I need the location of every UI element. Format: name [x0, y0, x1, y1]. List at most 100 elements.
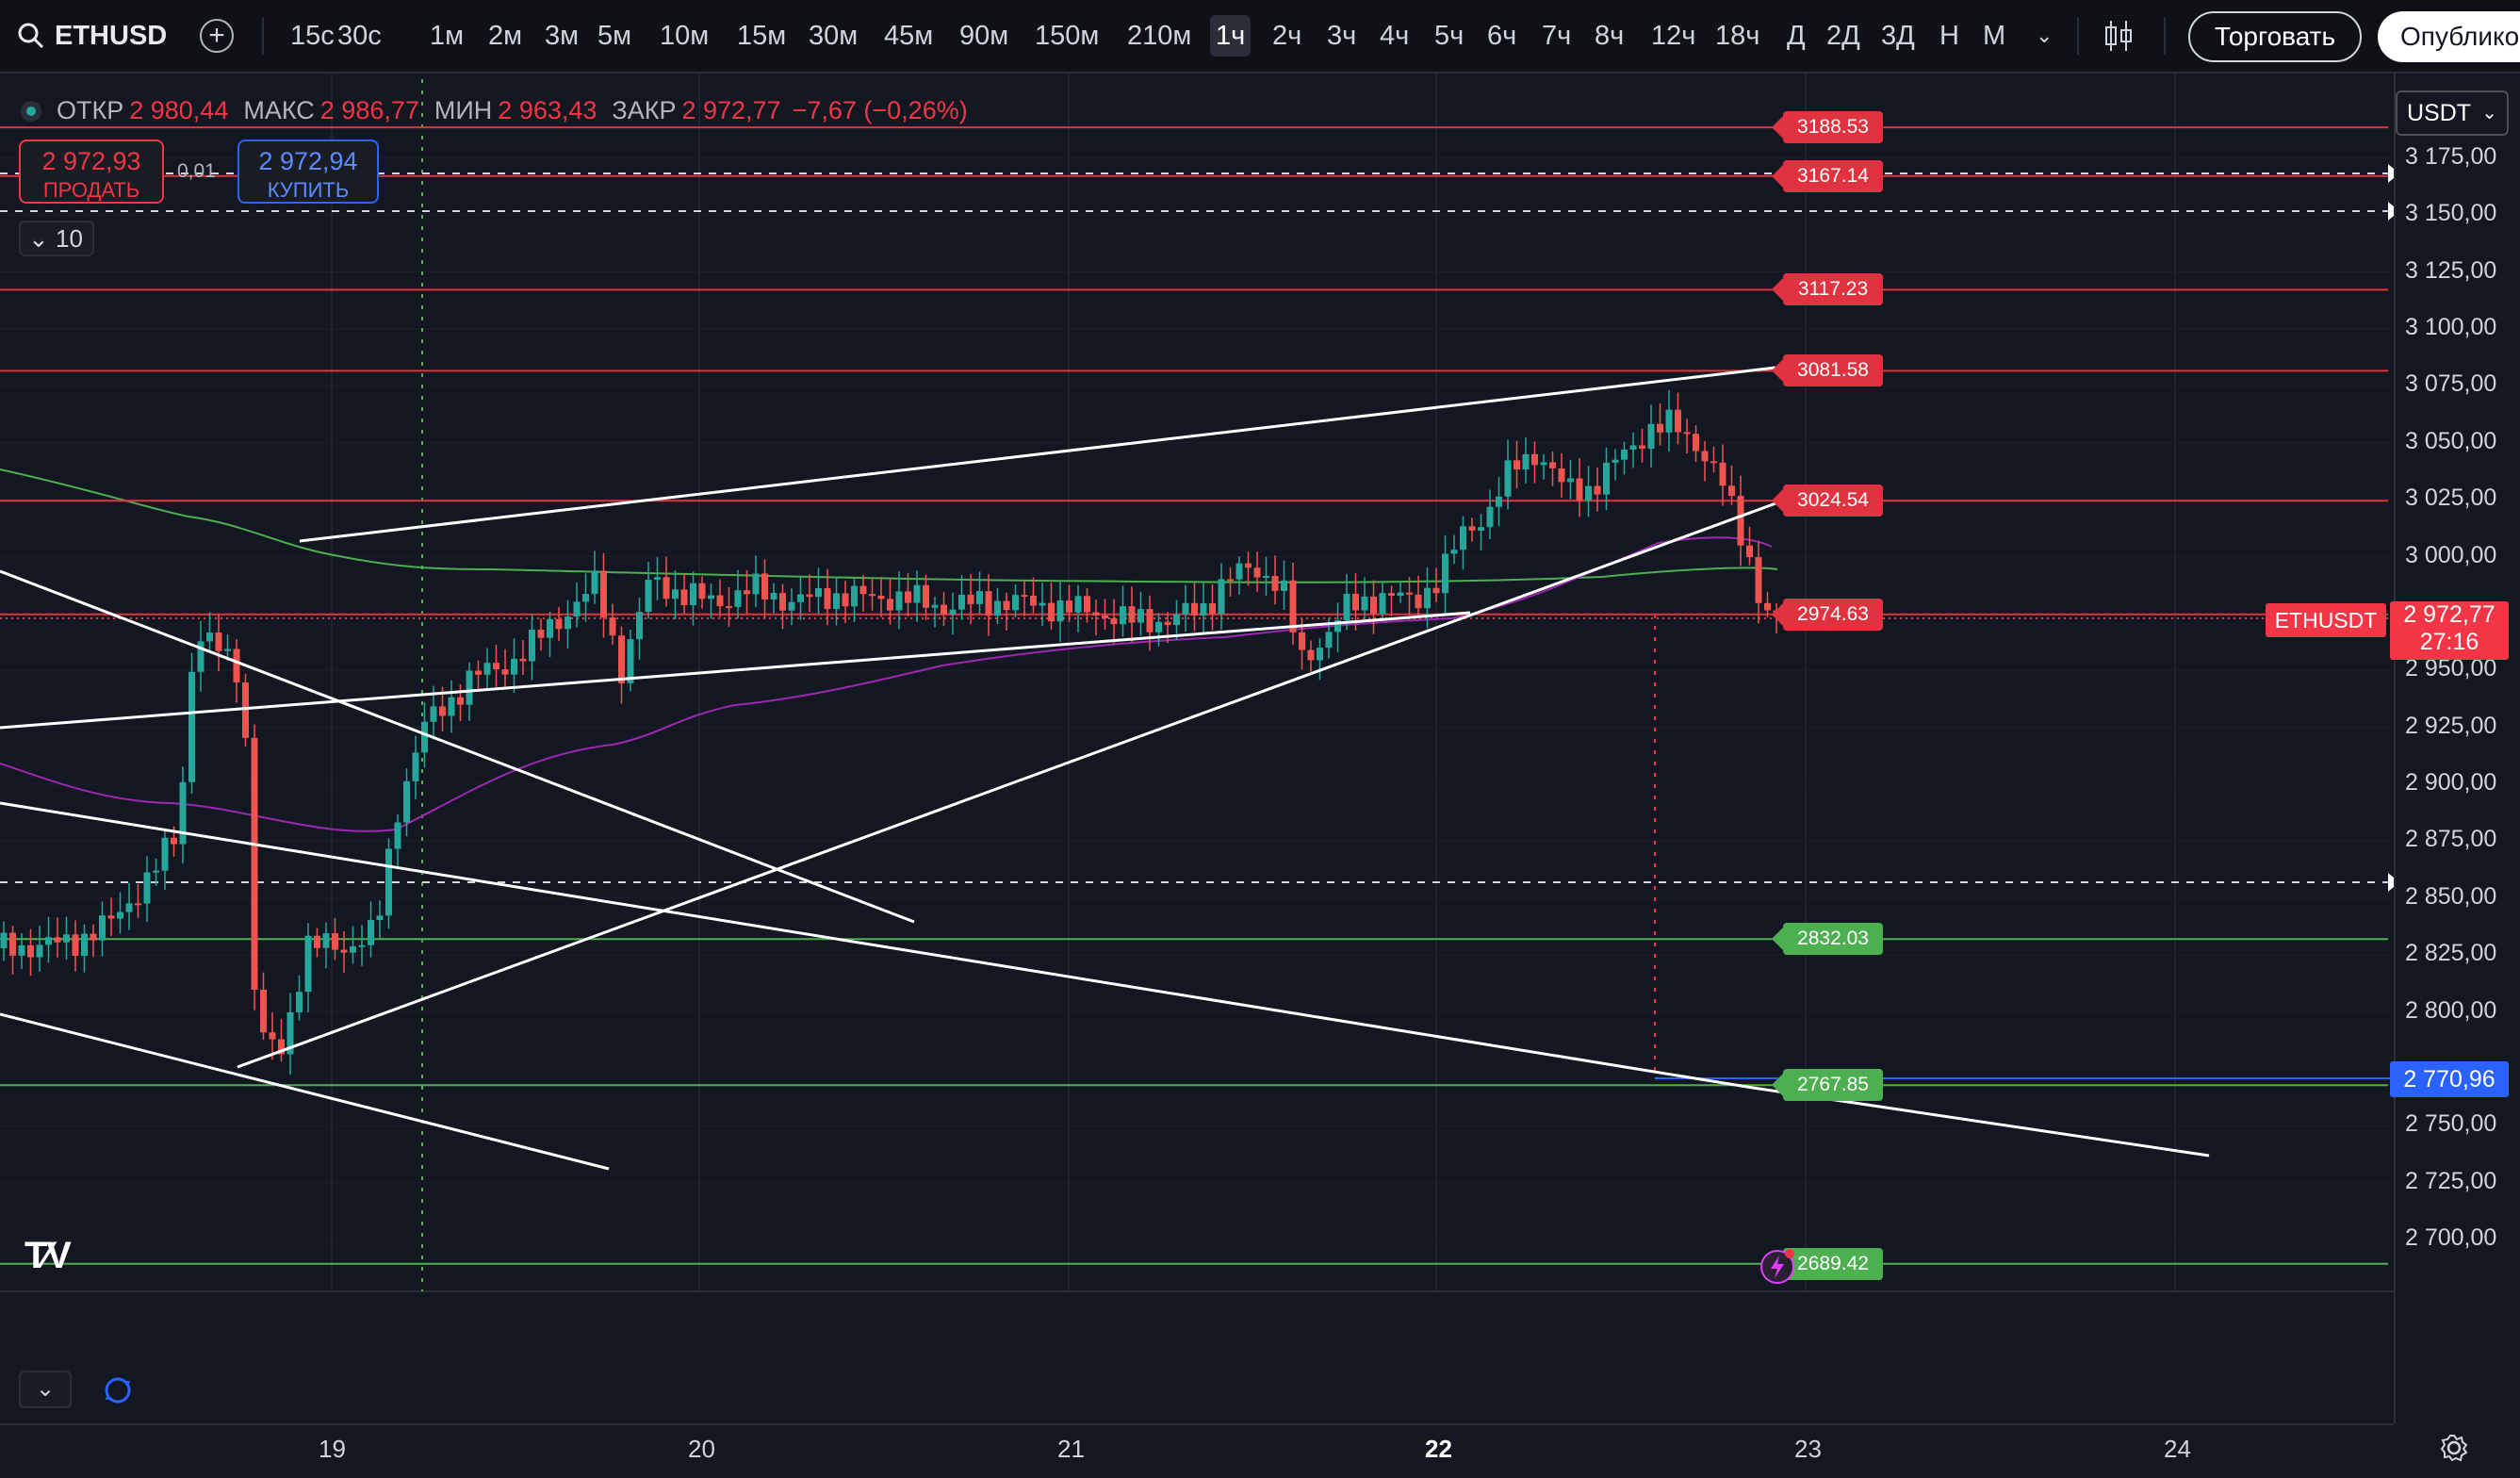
timeframe-8[interactable]: 30м: [809, 21, 859, 51]
level-label[interactable]: 2974.63: [1772, 598, 1883, 631]
candle-body: [1603, 462, 1610, 495]
candle-body: [36, 944, 43, 958]
timeframe-25[interactable]: 3Д: [1881, 21, 1915, 51]
level-label[interactable]: 3081.58: [1772, 354, 1883, 387]
level-label[interactable]: 2832.03: [1772, 923, 1883, 956]
candle-body: [1263, 575, 1269, 578]
candle-body: [824, 588, 831, 610]
timeframe-21[interactable]: 12ч: [1651, 21, 1696, 51]
date-tick: 24: [2164, 1435, 2191, 1463]
divider: [2077, 17, 2079, 55]
candle-body: [1558, 468, 1565, 483]
sell-price: 2 972,93: [41, 147, 141, 175]
candle-body: [493, 663, 499, 670]
candle-body: [448, 697, 455, 716]
timeframe-16[interactable]: 4ч: [1380, 21, 1410, 51]
timeframe-17[interactable]: 5ч: [1434, 21, 1465, 51]
candle-body: [1486, 506, 1494, 528]
candle-body: [1478, 527, 1484, 531]
candle-body: [1415, 594, 1422, 609]
candle-body: [242, 682, 249, 738]
price-tick: 2 750,00: [2405, 1110, 2497, 1138]
currency-select[interactable]: USDT ⌄: [2396, 90, 2509, 136]
level-label[interactable]: 3024.54: [1772, 484, 1883, 517]
timeframe-3[interactable]: 2м: [488, 21, 523, 51]
currency-value: USDT: [2407, 100, 2472, 126]
settings-gear-icon[interactable]: [2439, 1433, 2469, 1463]
candle-body: [770, 593, 777, 599]
candle-body: [680, 589, 688, 606]
timeframe-20[interactable]: 8ч: [1595, 21, 1625, 51]
candle-body: [931, 604, 939, 608]
candle-body: [153, 870, 159, 873]
sync-icon[interactable]: [102, 1374, 134, 1406]
chevron-down-icon[interactable]: ⌄: [2036, 24, 2054, 47]
price-scale[interactable]: [2394, 74, 2520, 1423]
timeframe-18[interactable]: 6ч: [1487, 21, 1517, 51]
lightning-alert-icon[interactable]: [1759, 1248, 1796, 1286]
timeframe-5[interactable]: 5м: [597, 21, 632, 51]
timeframe-11[interactable]: 150м: [1035, 21, 1100, 51]
timeframe-0[interactable]: 15с: [290, 21, 335, 51]
candle-body: [609, 617, 616, 636]
timeframe-6[interactable]: 10м: [660, 21, 710, 51]
spread-value: 0,01: [177, 160, 216, 182]
price-tick: 3 125,00: [2405, 256, 2497, 284]
level-label[interactable]: 2689.42: [1772, 1247, 1883, 1280]
timeframe-26[interactable]: Н: [1939, 21, 1959, 51]
high-label: МАКС: [243, 96, 315, 124]
candles-icon[interactable]: [2102, 19, 2135, 53]
timeframe-14[interactable]: 2ч: [1272, 21, 1302, 51]
timeframe-12[interactable]: 210м: [1127, 21, 1192, 51]
candle-body: [744, 590, 750, 595]
timeframe-10[interactable]: 90м: [959, 21, 1009, 51]
candle-body: [1200, 603, 1207, 616]
visibility-icon[interactable]: [21, 100, 41, 122]
candle-body: [1361, 596, 1368, 611]
timeframe-24[interactable]: 2Д: [1826, 21, 1860, 51]
candle-body: [537, 630, 545, 638]
candle-body: [1092, 612, 1100, 616]
timeframe-2[interactable]: 1м: [430, 21, 465, 51]
collapse-panel-button[interactable]: ⌄: [19, 1371, 72, 1408]
timeframe-1[interactable]: 30с: [337, 21, 382, 51]
price-tick: 3 150,00: [2405, 200, 2497, 227]
candle-body: [1048, 602, 1055, 622]
level-label[interactable]: 2767.85: [1772, 1069, 1883, 1102]
candle-body: [1271, 575, 1279, 591]
timeframe-23[interactable]: Д: [1787, 21, 1806, 51]
timeframe-27[interactable]: М: [1983, 21, 2006, 51]
candle-body: [314, 935, 320, 948]
tradingview-logo[interactable]: T⁄V: [25, 1235, 72, 1276]
symbol-search[interactable]: ETHUSD: [17, 17, 167, 55]
level-label[interactable]: 3167.14: [1772, 159, 1883, 192]
timeframe-9[interactable]: 45м: [884, 21, 934, 51]
price-chart[interactable]: [0, 74, 2394, 1421]
candle-body: [1514, 460, 1520, 470]
compare-add-icon[interactable]: +: [200, 19, 234, 53]
timeframe-active[interactable]: 1ч: [1210, 15, 1252, 57]
sell-button[interactable]: 2 972,93 ПРОДАТЬ: [19, 140, 164, 204]
chevron-down-icon: ⌄: [2481, 103, 2497, 123]
level-label[interactable]: 3117.23: [1772, 273, 1883, 306]
candle-body: [1039, 602, 1046, 606]
price-tick: 3 075,00: [2405, 370, 2497, 398]
timeframe-7[interactable]: 15м: [737, 21, 787, 51]
timeframe-19[interactable]: 7ч: [1542, 21, 1572, 51]
candle-body: [1003, 600, 1010, 611]
time-scale[interactable]: [0, 1423, 2394, 1478]
search-icon: [18, 23, 44, 49]
candle-body: [1289, 580, 1297, 632]
level-label[interactable]: 3188.53: [1772, 111, 1883, 144]
timeframe-22[interactable]: 18ч: [1715, 21, 1760, 51]
timeframe-4[interactable]: 3м: [545, 21, 580, 51]
price-tick: 2 725,00: [2405, 1167, 2497, 1194]
candle-body: [368, 920, 374, 945]
trade-button[interactable]: Торговать: [2188, 11, 2362, 62]
candle-body: [135, 903, 141, 906]
quantity-field[interactable]: ⌄ 10: [19, 221, 94, 256]
publish-button[interactable]: Опубликовать: [2378, 11, 2520, 62]
low-label: МИН: [434, 96, 493, 124]
buy-button[interactable]: 2 972,94 КУПИТЬ: [237, 140, 379, 204]
timeframe-15[interactable]: 3ч: [1327, 21, 1357, 51]
